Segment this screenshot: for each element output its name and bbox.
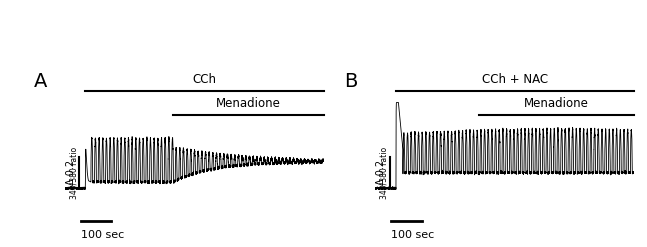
Text: B: B — [344, 72, 358, 91]
Text: CCh + NAC: CCh + NAC — [482, 73, 548, 86]
Text: Menadione: Menadione — [524, 97, 589, 110]
Text: Menadione: Menadione — [216, 97, 281, 110]
Text: 340/380 ratio: 340/380 ratio — [69, 146, 78, 199]
Text: 340/380 ratio: 340/380 ratio — [380, 146, 389, 199]
Text: 100 sec: 100 sec — [391, 230, 435, 240]
Text: CCh: CCh — [192, 73, 217, 86]
Text: Δ 0.2: Δ 0.2 — [376, 160, 386, 185]
Text: A: A — [34, 72, 47, 91]
Text: 100 sec: 100 sec — [81, 230, 124, 240]
Text: Δ 0.2: Δ 0.2 — [65, 160, 76, 185]
